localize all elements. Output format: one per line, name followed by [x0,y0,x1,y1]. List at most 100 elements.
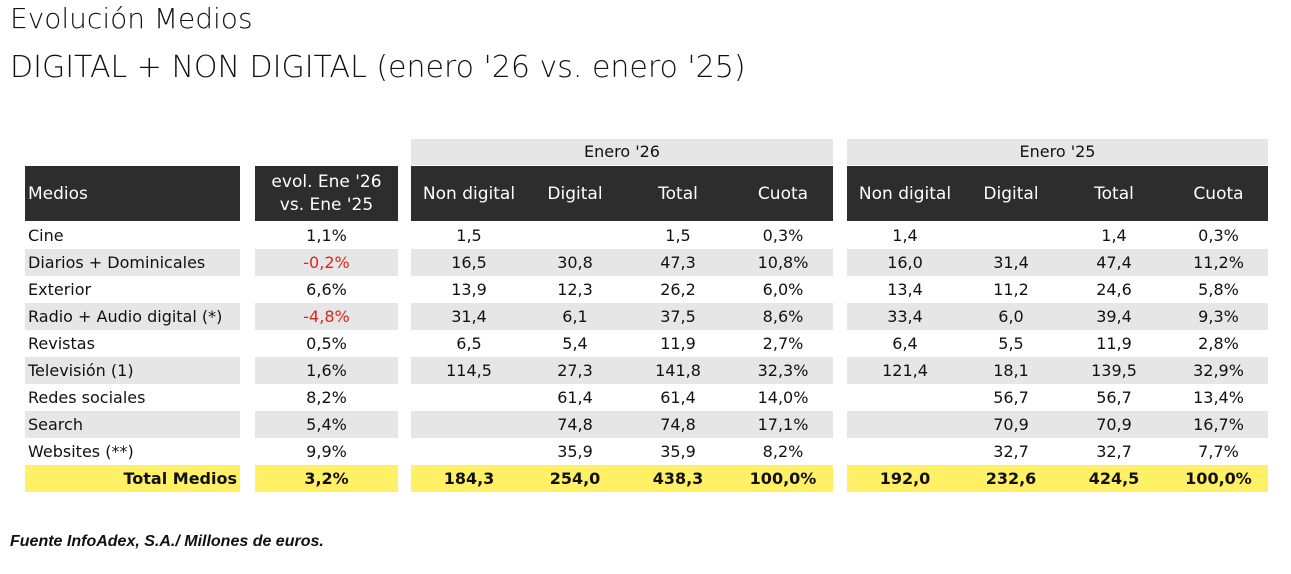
cell-b-d: 56,7 [993,388,1029,407]
total-row-segment: 184,3 254,0 438,3 100,0% [411,465,833,492]
cell-a-c: 8,2% [762,442,804,461]
cell-evol: 6,6% [306,280,347,299]
header-cuota-25: Cuota [1193,183,1244,204]
cell-a-t: 438,3 [652,469,704,488]
cell-a-d: 27,3 [557,361,593,380]
table-row-segment: Televisión (1) [25,357,240,384]
cell-evol: -0,2% [303,253,350,272]
header-digital-26: Digital [547,183,603,204]
cell-a-nd: 6,5 [456,334,482,353]
cell-medio: Cine [28,226,64,245]
page-subtitle: DIGITAL + NON DIGITAL (enero '26 vs. ene… [10,50,746,85]
cell-b-nd [847,438,963,465]
table-row-segment: 0,5% [255,330,398,357]
header-digital-25: Digital [983,183,1039,204]
cell-b-c: 100,0% [1185,469,1252,488]
cell-a-nd: 16,5 [451,253,487,272]
table-row-segment: 121,4 18,1 139,5 32,9% [847,357,1268,384]
cell-medio: Exterior [28,280,92,299]
total-row-segment: 192,0 232,6 424,5 100,0% [847,465,1268,492]
table-row-segment: 16,5 30,8 47,3 10,8% [411,249,833,276]
cell-a-d: 61,4 [557,388,593,407]
group-header-enero-26: Enero '26 [411,139,833,165]
cell-b-c: 11,2% [1193,253,1244,272]
cell-b-d: 31,4 [993,253,1029,272]
header-non-digital-25: Non digital [858,183,952,204]
table-row-segment: 56,7 56,7 13,4% [847,384,1268,411]
cell-evol: 1,1% [306,226,347,245]
cell-b-nd: 13,4 [887,280,923,299]
table-row-segment: 16,0 31,4 47,4 11,2% [847,249,1268,276]
cell-a-d: 74,8 [557,415,593,434]
header-medios-block: Medios [25,166,240,221]
cell-b-nd [847,384,963,411]
table-row-segment: Redes sociales [25,384,240,411]
footnote: Fuente InfoAdex, S.A./ Millones de euros… [10,533,324,550]
table-row-segment: 70,9 70,9 16,7% [847,411,1268,438]
header-medios: Medios [28,183,88,204]
page-title: Evolución Medios [10,2,253,35]
cell-b-t: 39,4 [1096,307,1132,326]
cell-b-c: 16,7% [1193,415,1244,434]
table-row-segment: 61,4 61,4 14,0% [411,384,833,411]
header-total-25: Total [1094,183,1134,204]
table-row-segment: 13,9 12,3 26,2 6,0% [411,276,833,303]
table-row-segment: Revistas [25,330,240,357]
table-row-segment: 32,7 32,7 7,7% [847,438,1268,465]
table-row-segment: Radio + Audio digital (*) [25,303,240,330]
cell-medio: Radio + Audio digital (*) [28,307,223,326]
cell-a-c: 17,1% [757,415,809,434]
cell-b-d: 11,2 [993,280,1029,299]
cell-a-d: 5,4 [562,334,588,353]
header-evol-line2: vs. Ene '25 [279,194,374,215]
cell-evol: 3,2% [304,469,349,488]
cell-medio: Diarios + Dominicales [28,253,206,272]
cell-a-c: 8,6% [762,307,804,326]
table-row-segment: Search [25,411,240,438]
cell-medio: Revistas [28,334,95,353]
cell-a-c: 100,0% [749,469,817,488]
total-row-segment: Total Medios [25,465,240,492]
total-row-segment: 3,2% [255,465,398,492]
cell-a-t: 74,8 [660,415,696,434]
table-row-segment: 114,5 27,3 141,8 32,3% [411,357,833,384]
header-evol-block: evol. Ene '26 vs. Ene '25 [255,166,398,221]
cell-evol: -4,8% [303,307,350,326]
group-header-enero-25: Enero '25 [847,139,1268,165]
cell-b-d: 32,7 [993,442,1029,461]
cell-b-d: 232,6 [985,469,1037,488]
header-enero-25-block: Non digital Digital Total Cuota [847,166,1268,221]
cell-a-c: 32,3% [757,361,809,380]
cell-b-d: 18,1 [993,361,1029,380]
cell-medio: Redes sociales [28,388,146,407]
cell-a-t: 37,5 [660,307,696,326]
cell-a-nd: 114,5 [446,361,492,380]
cell-b-d [963,222,1059,249]
cell-a-nd [411,411,527,438]
cell-a-t: 26,2 [660,280,696,299]
cell-b-t: 70,9 [1096,415,1132,434]
cell-a-c: 2,7% [762,334,804,353]
table-row-segment: 6,6% [255,276,398,303]
header-evol: evol. Ene '26 vs. Ene '25 [255,166,398,221]
cell-b-t: 24,6 [1096,280,1132,299]
table-row-segment: 8,2% [255,384,398,411]
cell-b-t: 424,5 [1088,469,1140,488]
table-row-segment: 5,4% [255,411,398,438]
cell-b-t: 1,4 [1101,226,1127,245]
cell-a-t: 11,9 [660,334,696,353]
cell-b-c: 7,7% [1198,442,1239,461]
cell-b-c: 32,9% [1193,361,1244,380]
table-row-segment: 74,8 74,8 17,1% [411,411,833,438]
cell-b-nd [847,411,963,438]
cell-a-t: 61,4 [660,388,696,407]
table-row-segment: 33,4 6,0 39,4 9,3% [847,303,1268,330]
cell-evol: 8,2% [306,388,347,407]
table-row-segment: 31,4 6,1 37,5 8,6% [411,303,833,330]
table-row-segment: Websites (**) [25,438,240,465]
table-row-segment: 1,1% [255,222,398,249]
cell-b-t: 11,9 [1096,334,1132,353]
cell-b-c: 2,8% [1198,334,1239,353]
header-total-26: Total [658,183,698,204]
cell-a-nd [411,384,527,411]
